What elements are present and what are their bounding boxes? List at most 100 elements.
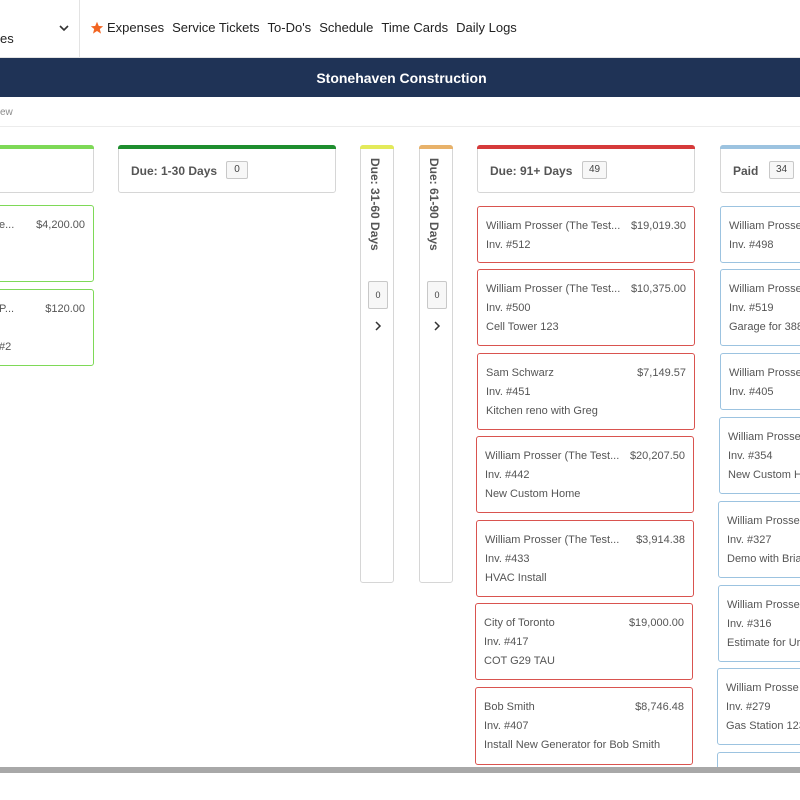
- chevron-right-icon[interactable]: [431, 320, 443, 332]
- collapsed-column-due-61-90[interactable]: Due: 61-90 Days 0: [419, 145, 453, 583]
- card-amount: $7,149.57: [637, 367, 686, 379]
- nav-link-service-tickets[interactable]: Service Tickets: [172, 20, 260, 35]
- card-customer: William Prosse: [727, 515, 800, 527]
- chevron-down-icon: [59, 25, 69, 32]
- nav-link-todos[interactable]: To-Do's: [267, 20, 312, 35]
- card-invoice-number: Inv. #405: [729, 386, 774, 398]
- card-customer: William Prosse: [726, 682, 799, 694]
- collapsed-column-due-31-60[interactable]: Due: 31-60 Days 0: [360, 145, 394, 583]
- card-invoice-number: Inv. #442: [485, 469, 530, 481]
- card-customer: P...: [0, 303, 15, 315]
- card-description: Garage for 388: [729, 321, 800, 333]
- invoice-card[interactable]: William Prosse Inv. #519 Garage for 388: [720, 269, 800, 346]
- column-accent: [477, 145, 695, 149]
- nav-link-time-cards[interactable]: Time Cards: [381, 20, 449, 35]
- card-description: Cell Tower 123: [486, 321, 559, 333]
- card-description: Gas Station 123: [726, 720, 800, 732]
- module-dropdown[interactable]: es: [0, 0, 80, 58]
- column-count-badge: 49: [582, 161, 608, 179]
- card-amount: $8,746.48: [635, 701, 684, 713]
- column-accent: [0, 145, 94, 149]
- nav-link-expenses[interactable]: Expenses: [107, 20, 165, 35]
- nav-link-schedule[interactable]: Schedule: [319, 20, 374, 35]
- card-customer: William Prosse: [729, 220, 800, 232]
- card-customer: William Prosser (The Test...: [486, 220, 621, 232]
- invoice-card[interactable]: William Prosse Inv. #354 New Custom H: [719, 417, 800, 494]
- card-invoice-number: Inv. #433: [485, 553, 530, 565]
- invoice-card[interactable]: William Prosser (The Test... $3,914.38 I…: [476, 520, 694, 597]
- horizontal-scrollbar[interactable]: [0, 767, 800, 773]
- invoice-card[interactable]: William Prosse Inv. #279 Gas Station 123: [717, 668, 800, 745]
- card-description: #2: [0, 341, 12, 353]
- invoice-card[interactable]: William Prosse Inv. #498: [720, 206, 800, 263]
- column-title: Paid: [733, 164, 759, 178]
- invoice-card[interactable]: P... $120.00 #2: [0, 289, 94, 366]
- invoice-card[interactable]: Sam Schwarz $7,149.57 Inv. #451 Kitchen …: [477, 353, 695, 430]
- card-amount: $19,000.00: [628, 617, 684, 629]
- column-accent: [360, 145, 394, 149]
- card-invoice-number: Inv. #512: [486, 239, 531, 251]
- card-customer: Sam Schwarz: [486, 367, 554, 379]
- card-customer: William Prosse: [727, 599, 800, 611]
- column-count-badge: 34: [769, 161, 795, 179]
- company-title-bar: Stonehaven Construction: [0, 58, 800, 97]
- card-amount: $10,375.00: [630, 283, 686, 295]
- breadcrumb-divider: [0, 126, 800, 127]
- card-description: Estimate for Ur: [727, 637, 800, 649]
- invoice-card[interactable]: William Prosser (The Test... $20,207.50 …: [476, 436, 694, 513]
- card-invoice-number: Inv. #498: [729, 239, 774, 251]
- card-invoice-number: Inv. #279: [726, 701, 771, 713]
- card-customer: William Prosse: [728, 431, 800, 443]
- card-invoice-number: Inv. #354: [728, 450, 773, 462]
- card-description: COT G29 TAU: [484, 655, 555, 667]
- invoice-card[interactable]: Bob Smith $8,746.48 Inv. #407 Install Ne…: [475, 687, 693, 765]
- invoice-card[interactable]: City of Toronto $19,000.00 Inv. #417 COT…: [475, 603, 693, 680]
- column-header-current: [0, 145, 94, 193]
- column-title: Due: 1-30 Days: [131, 164, 218, 178]
- column-count-badge: 0: [368, 281, 388, 309]
- invoice-card[interactable]: William Prosse Inv. #405: [720, 353, 800, 410]
- invoice-card[interactable]: William Prosse Inv. #316 Estimate for Ur: [718, 585, 800, 662]
- card-invoice-number: Inv. #417: [484, 636, 529, 648]
- card-invoice-number: Inv. #451: [486, 386, 531, 398]
- column-count-badge: 0: [226, 161, 248, 179]
- invoice-card[interactable]: William Prosser (The Test... $19,019.30 …: [477, 206, 695, 263]
- invoice-card[interactable]: e... $4,200.00: [0, 205, 94, 282]
- star-icon: [90, 21, 104, 34]
- card-amount: $120.00: [45, 303, 85, 315]
- column-title: Due: 61-90 Days: [427, 158, 441, 251]
- invoice-card[interactable]: William Prosser (The Test... $10,375.00 …: [477, 269, 695, 346]
- nav-link-daily-logs[interactable]: Daily Logs: [456, 20, 517, 35]
- card-invoice-number: Inv. #500: [486, 302, 531, 314]
- card-invoice-number: Inv. #316: [727, 618, 772, 630]
- column-title: Due: 91+ Days: [490, 164, 573, 178]
- card-invoice-number: Inv. #407: [484, 720, 529, 732]
- card-invoice-number: Inv. #327: [727, 534, 772, 546]
- quick-links: Expenses Service Tickets To-Do's Schedul…: [90, 20, 525, 35]
- column-title: Due: 31-60 Days: [368, 158, 382, 251]
- card-invoice-number: Inv. #519: [729, 302, 774, 314]
- column-header-due-91-plus[interactable]: Due: 91+ Days 49: [477, 145, 695, 193]
- card-customer: e...: [0, 219, 15, 231]
- card-customer: William Prosser (The Test...: [485, 534, 620, 546]
- column-count-badge: 0: [427, 281, 447, 309]
- card-customer: William Prosse: [729, 283, 800, 295]
- top-navigation: es Expenses Service Tickets To-Do's Sche…: [0, 0, 800, 58]
- column-accent: [720, 145, 800, 149]
- column-header-due-1-30[interactable]: Due: 1-30 Days 0: [118, 145, 336, 193]
- chevron-right-icon[interactable]: [372, 320, 384, 332]
- card-amount: $4,200.00: [36, 219, 85, 231]
- column-header-paid[interactable]: Paid 34: [720, 145, 800, 193]
- invoice-card[interactable]: William Prosse Inv. #327 Demo with Bria: [718, 501, 800, 578]
- company-title: Stonehaven Construction: [316, 69, 487, 86]
- column-accent: [419, 145, 453, 149]
- card-description: HVAC Install: [485, 572, 547, 584]
- card-description: New Custom H: [728, 469, 800, 481]
- breadcrumb[interactable]: ew: [0, 107, 13, 118]
- card-customer: Bob Smith: [484, 701, 535, 713]
- card-amount: $19,019.30: [630, 220, 686, 232]
- card-customer: City of Toronto: [484, 617, 555, 629]
- module-dropdown-value: es: [0, 31, 14, 46]
- card-description: Install New Generator for Bob Smith: [484, 739, 661, 751]
